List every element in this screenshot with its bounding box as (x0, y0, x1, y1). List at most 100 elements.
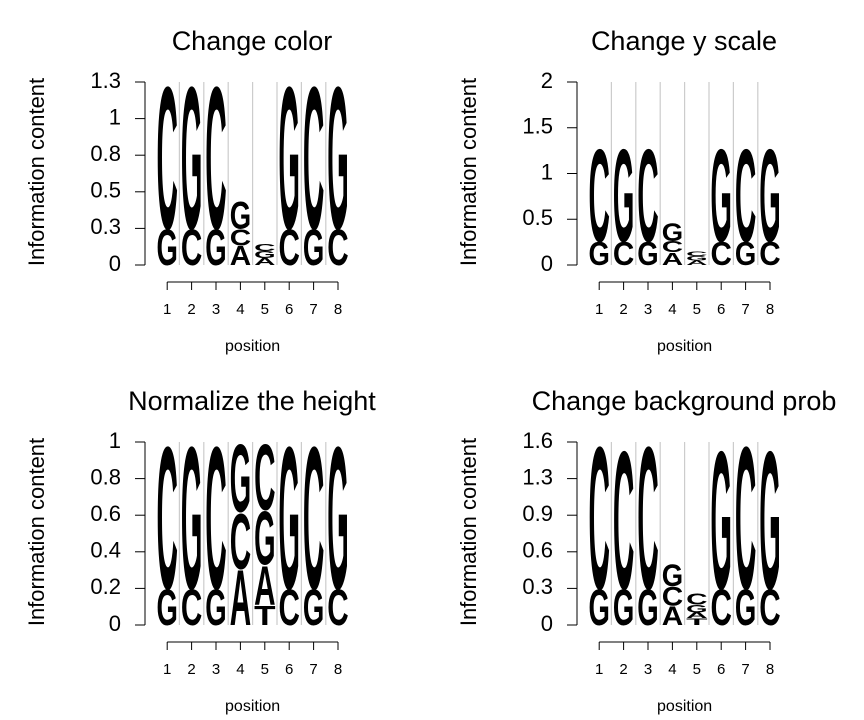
logo-letter: C (181, 219, 202, 276)
y-tick-label: 0.3 (90, 214, 121, 239)
logo-letter: T (686, 617, 707, 628)
logo-letter: C (303, 404, 324, 631)
logo-letter: A (686, 259, 707, 266)
x-tick-label: 5 (693, 301, 701, 318)
logo-letter: C (157, 44, 178, 271)
y-axis-label: Information content (456, 438, 481, 626)
logo-letter: C (711, 579, 732, 636)
logo-letter: G (205, 579, 226, 636)
y-tick-label: 1 (541, 159, 553, 184)
y-axis-label: Information content (456, 78, 481, 266)
x-tick-label: 8 (334, 661, 342, 678)
y-tick-label: 1.5 (522, 114, 553, 139)
x-tick-label: 2 (619, 661, 627, 678)
x-tick-label: 6 (717, 661, 725, 678)
panel-title: Change background prob (532, 386, 837, 416)
x-tick-label: 2 (187, 661, 195, 678)
logo-letter: C (662, 239, 683, 256)
x-axis-label: position (657, 338, 712, 355)
logo-letter: C (327, 219, 348, 276)
x-axis-label: position (657, 698, 712, 715)
y-axis-label: Information content (24, 438, 49, 626)
y-tick-label: 0 (541, 251, 553, 276)
x-tick-label: 8 (766, 661, 774, 678)
y-tick-label: 1.3 (90, 68, 121, 93)
logo-letter: G (230, 193, 251, 237)
logo-letter: C (254, 424, 275, 530)
x-tick-label: 8 (766, 301, 774, 318)
x-tick-label: 3 (212, 301, 220, 318)
x-tick-label: 3 (212, 661, 220, 678)
y-tick-label: 1 (109, 428, 121, 453)
logo-letter: C (759, 579, 780, 636)
logo-letter: G (759, 412, 780, 631)
x-tick-label: 2 (187, 301, 195, 318)
logo-letter: G (181, 44, 202, 271)
y-tick-label: 1 (109, 104, 121, 129)
y-axis-label: Information content (24, 78, 49, 266)
logo-letter: A (662, 249, 683, 269)
x-tick-label: 1 (163, 661, 171, 678)
x-tick-label: 3 (644, 661, 652, 678)
x-tick-label: 4 (236, 661, 244, 678)
logo-letter: C (205, 404, 226, 631)
logo-letter: G (181, 404, 202, 631)
logo-letter: C (662, 581, 683, 611)
y-tick-label: 0.6 (522, 538, 553, 563)
logo-letter: G (327, 44, 348, 271)
x-tick-label: 2 (619, 301, 627, 318)
logo-letter: C (637, 404, 658, 631)
logo-letter: C (589, 122, 610, 270)
panel-title: Change y scale (591, 26, 777, 56)
y-tick-label: 0.2 (90, 574, 121, 599)
logo-letter: C (735, 404, 756, 631)
y-tick-label: 0.5 (90, 178, 121, 203)
logo-letter: C (711, 235, 732, 272)
logo-letter: C (254, 242, 275, 253)
logo-letter: C (157, 404, 178, 631)
logo-letter: G (686, 603, 707, 615)
logo-letter: G (759, 122, 780, 270)
logo-letter: G (279, 404, 300, 631)
logo-letter: G (662, 219, 683, 247)
logo-letter: C (686, 590, 707, 608)
y-tick-label: 0.6 (90, 501, 121, 526)
y-tick-label: 2 (541, 68, 553, 93)
x-tick-label: 5 (693, 661, 701, 678)
logo-letter: G (303, 579, 324, 636)
y-tick-label: 0 (541, 611, 553, 636)
x-tick-label: 6 (717, 301, 725, 318)
y-tick-label: 0.9 (522, 501, 553, 526)
panel-title: Change color (172, 26, 333, 56)
logo-letter: G (686, 255, 707, 262)
logo-letter: G (303, 219, 324, 276)
y-tick-label: 0 (109, 611, 121, 636)
logo-letter: G (662, 557, 683, 593)
x-tick-label: 5 (261, 301, 269, 318)
y-tick-label: 0.8 (90, 141, 121, 166)
x-tick-label: 4 (668, 301, 676, 318)
logo-letter: C (279, 219, 300, 276)
x-tick-label: 1 (163, 301, 171, 318)
y-tick-label: 0.8 (90, 464, 121, 489)
x-tick-label: 3 (644, 301, 652, 318)
logo-letter: C (279, 579, 300, 636)
logo-letter: C (181, 579, 202, 636)
y-tick-label: 1.3 (522, 464, 553, 489)
x-tick-label: 8 (334, 301, 342, 318)
logo-letter: C (759, 235, 780, 272)
logo-letter: A (254, 256, 275, 267)
logo-letter: G (613, 579, 634, 636)
logo-letter: A (230, 555, 251, 643)
logo-letter: G (230, 424, 251, 532)
logo-letter: C (613, 412, 634, 631)
x-tick-label: 4 (668, 661, 676, 678)
logo-letter: G (589, 235, 610, 272)
logo-letter: C (589, 404, 610, 631)
logo-letter: C (205, 44, 226, 271)
logo-letter: G (637, 235, 658, 272)
logo-letter: G (254, 496, 275, 581)
logo-letter: C (230, 498, 251, 586)
x-tick-label: 5 (261, 661, 269, 678)
